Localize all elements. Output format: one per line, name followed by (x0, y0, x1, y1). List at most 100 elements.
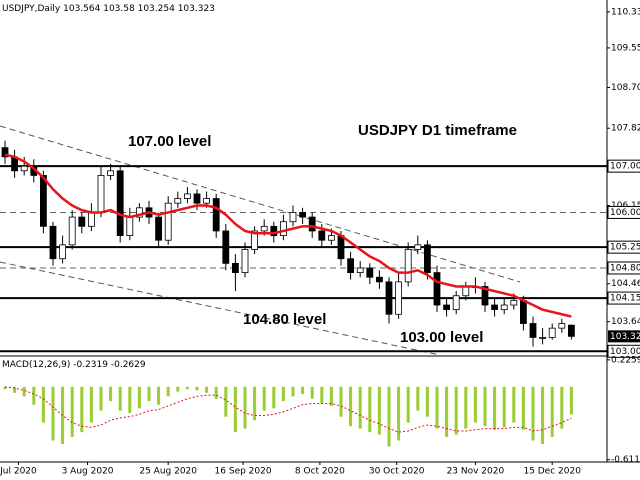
level-label: 103.000 (610, 347, 640, 357)
macd-bar (329, 386, 333, 406)
macd-bar (262, 386, 266, 411)
macd-bar (310, 386, 314, 399)
x-tick-label: 25 Aug 2020 (139, 467, 197, 477)
level-label: 104.800 (610, 263, 640, 273)
candle-body (135, 207, 143, 218)
symbol-name: USDJPY,Daily (2, 4, 61, 14)
macd-bar (32, 386, 36, 405)
x-tick-label: 15 Dec 2020 (523, 467, 581, 477)
candle-body (49, 225, 57, 260)
candle-body (212, 198, 220, 232)
candle-body (193, 193, 201, 204)
macd-bar (243, 386, 247, 429)
macd-tick-label: -0.6111 (611, 455, 640, 465)
candle-body (88, 212, 95, 227)
annotation: 103.00 level (400, 329, 483, 346)
candle-body (539, 337, 546, 339)
macd-bar (521, 386, 525, 430)
macd-value: -0.2319 (73, 360, 108, 370)
macd-bar (166, 386, 170, 397)
candle-body (356, 267, 364, 274)
level-box (607, 344, 640, 358)
macd-bar (137, 386, 141, 409)
macd-bar (425, 386, 429, 417)
macd-bar (291, 386, 295, 397)
macd-bar (176, 386, 180, 392)
level-label: 107.000 (610, 162, 640, 172)
macd-bar (41, 386, 45, 423)
macd-bar (128, 386, 132, 414)
trend-line (0, 125, 521, 283)
x-tick-label: Jul 2020 (0, 467, 37, 477)
level-label: 104.150 (610, 294, 640, 304)
macd-bar (13, 386, 17, 393)
candle-body (318, 230, 326, 241)
candle-body (385, 281, 393, 315)
macd-bar (301, 386, 305, 394)
trend-line (0, 261, 441, 356)
candle-body (337, 235, 345, 260)
y-tick-label: 108.700 (611, 83, 640, 93)
candle-body (433, 272, 441, 306)
macd-bar (445, 386, 449, 437)
level-box (607, 261, 640, 275)
candle-body (222, 230, 230, 264)
macd-bar (147, 386, 151, 402)
macd-bar (502, 386, 506, 428)
candle-body (491, 304, 499, 311)
macd-bar (205, 386, 209, 393)
candle-body (423, 244, 431, 274)
macd-bar (320, 386, 324, 404)
candle-body (155, 216, 163, 241)
macd-bar (185, 386, 189, 390)
macd-bar (118, 386, 122, 411)
candle-body (270, 225, 278, 236)
candle-body (520, 299, 527, 324)
macd-bar (493, 386, 497, 430)
candle-body (414, 244, 422, 250)
candle-body (347, 258, 355, 274)
signal-value: -0.2629 (111, 360, 146, 370)
macd-bar (473, 386, 477, 423)
macd-bar (233, 386, 237, 433)
y-tick-label: 110.335 (611, 7, 640, 17)
macd-bar (80, 386, 84, 433)
open: 103.564 (63, 4, 100, 14)
macd-bar (377, 386, 381, 435)
level-box (607, 159, 640, 173)
candle-body (375, 276, 383, 283)
macd-bar (387, 386, 391, 447)
candle-body (462, 286, 470, 297)
macd-bar (99, 386, 103, 411)
candle-body (452, 295, 460, 311)
level-label: 105.250 (610, 243, 640, 253)
candle-body (558, 323, 566, 329)
macd-bar (435, 386, 439, 429)
y-tick-label: 109.555 (611, 43, 640, 53)
x-tick-label: 23 Nov 2020 (447, 467, 505, 477)
last-price-box (608, 330, 640, 343)
candle-body (404, 249, 412, 283)
macd-bar (157, 386, 161, 405)
candle-body (327, 235, 335, 241)
candle-body (183, 193, 191, 199)
macd-bar (272, 386, 276, 409)
macd-bar (406, 386, 410, 423)
macd-name: MACD(12,26,9) (2, 360, 70, 370)
candle-body (203, 198, 211, 204)
signal-line (4, 386, 572, 433)
candle-body (126, 216, 134, 236)
macd-bar (253, 386, 257, 421)
candle-body (68, 216, 76, 246)
macd-bar (109, 386, 113, 402)
x-tick-label: 3 Aug 2020 (62, 467, 114, 477)
candle-body (231, 262, 239, 274)
candle-body (366, 267, 374, 278)
candle-body (40, 175, 47, 227)
close: 103.323 (178, 4, 215, 14)
x-tick-label: 30 Oct 2020 (369, 467, 425, 477)
candle-body (500, 304, 508, 311)
candle-body (20, 165, 28, 172)
macd-bar (70, 386, 74, 437)
annotation: USDJPY D1 timeframe (358, 122, 517, 139)
